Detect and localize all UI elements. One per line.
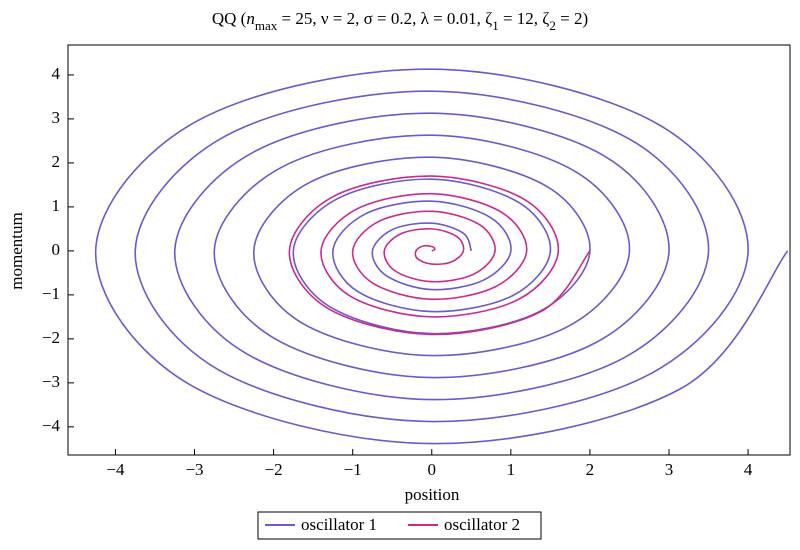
title-part: = 25, ν = 2, σ = 0.2, λ = 0.01, ζ (277, 9, 492, 28)
plot-frame (67, 44, 791, 456)
series-line (94, 68, 789, 445)
title-part: = 2) (556, 9, 588, 28)
x-tick-label: 0 (428, 460, 437, 479)
y-tick-label: 4 (52, 64, 61, 83)
title-part: max (255, 18, 278, 33)
y-tick-label: 1 (52, 196, 61, 215)
y-tick-label: 3 (52, 108, 61, 127)
y-tick-label: 0 (52, 240, 61, 259)
y-tick-label: −4 (42, 416, 61, 435)
x-tick-label: −3 (185, 460, 203, 479)
x-tick-label: −2 (265, 460, 283, 479)
legend-label: oscillator 2 (444, 515, 520, 534)
y-axis-label: momentum (7, 212, 26, 289)
x-tick-label: 2 (586, 460, 595, 479)
legend-box (257, 511, 542, 540)
title-part: = 12, ζ (499, 9, 550, 28)
title-part: n (246, 9, 255, 28)
y-tick-label: 2 (52, 152, 61, 171)
x-axis-label: position (405, 485, 460, 504)
title-part: 1 (492, 18, 499, 33)
legend-label: oscillator 1 (301, 515, 377, 534)
y-tick-label: −3 (42, 372, 60, 391)
title-part: QQ ( (212, 9, 247, 28)
x-tick-label: 1 (507, 460, 516, 479)
y-tick-label: −2 (42, 328, 60, 347)
plot-area (94, 68, 789, 445)
x-tick-label: −4 (106, 460, 125, 479)
x-tick-label: 4 (744, 460, 753, 479)
y-tick-label: −1 (42, 284, 60, 303)
x-tick-label: 3 (665, 460, 674, 479)
title-part: 2 (549, 18, 556, 33)
series-line (288, 175, 591, 336)
x-tick-label: −1 (344, 460, 362, 479)
chart-title: QQ (nmax = 25, ν = 2, σ = 0.2, λ = 0.01,… (212, 9, 588, 34)
